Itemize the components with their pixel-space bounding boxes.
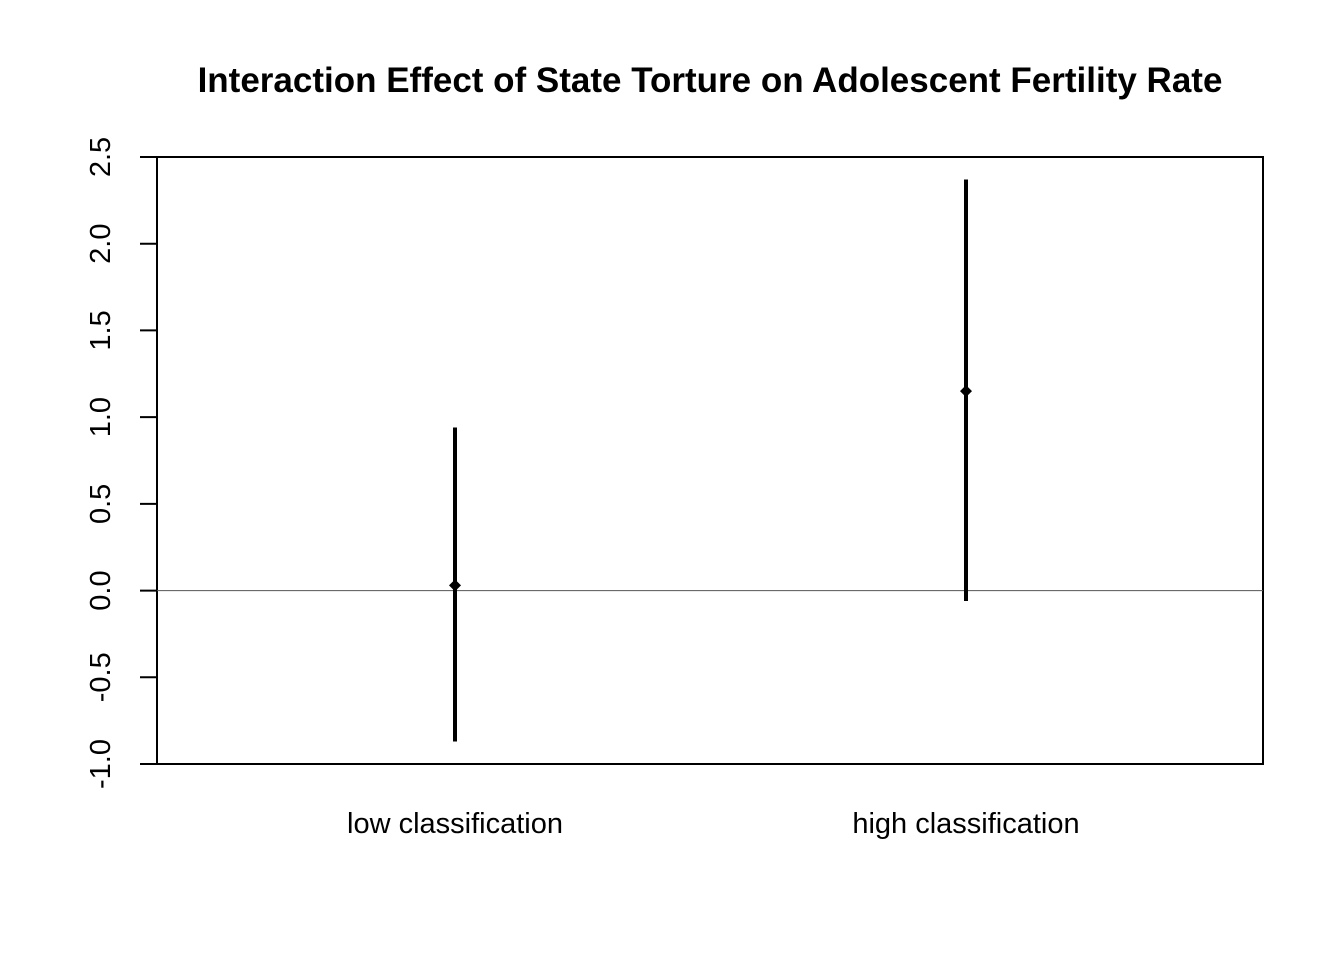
y-tick-label: 2.5 [85,137,117,177]
chart-title: Interaction Effect of State Torture on A… [198,61,1223,100]
plot-frame [156,156,1264,765]
y-tick-label: 1.0 [85,397,117,437]
x-category-label: low classification [347,808,563,840]
y-tick-label: 1.5 [85,310,117,350]
x-axis-labels: low classification high classification [347,808,1080,840]
y-tick-label: -1.0 [85,739,117,789]
point-estimate [960,385,972,398]
x-category-label: high classification [852,808,1079,840]
chart-marks [449,179,972,742]
y-tick-label: -0.5 [85,652,117,702]
y-axis: -1.0 -0.5 0.0 0.5 1.0 1.5 2.0 2.5 [85,137,158,789]
y-tick-label: 2.0 [85,224,117,264]
y-tick-label: 0.5 [85,484,117,524]
y-tick-label: 0.0 [85,570,117,610]
point-estimate [449,579,461,592]
